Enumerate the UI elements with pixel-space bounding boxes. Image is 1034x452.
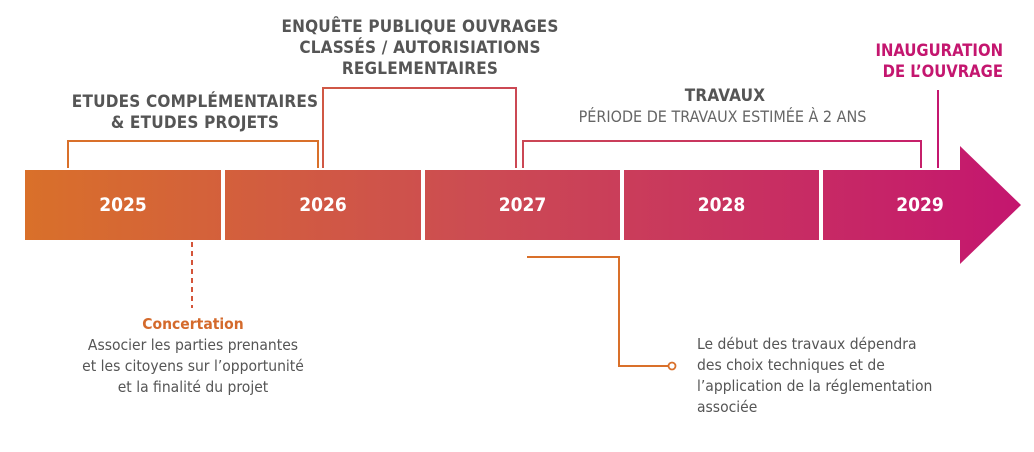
year-label-2026: 2026 xyxy=(299,194,347,216)
concertation-title: Concertation xyxy=(142,315,244,333)
enquete-bracket xyxy=(322,87,517,168)
enquete-label-line3: REGLEMENTAIRES xyxy=(341,59,499,79)
travaux-title: TRAVAUX xyxy=(684,86,766,106)
etudes-label: ETUDES COMPLÉMENTAIRES & ETUDES PROJETS xyxy=(60,92,330,134)
concertation-line3: et la finalité du projet xyxy=(117,378,269,396)
enquete-label: ENQUÊTE PUBLIQUE OUVRAGES CLASSÉS / AUTO… xyxy=(270,17,570,80)
inauguration-label: INAUGURATION DE L’OUVRAGE xyxy=(840,40,1003,82)
travaux-bracket xyxy=(522,140,922,168)
year-label-2029: 2029 xyxy=(896,194,944,216)
debut-travaux-dot xyxy=(667,361,677,371)
concertation-note: Concertation Associer les parties prenan… xyxy=(45,314,341,398)
year-segment-2028 xyxy=(624,170,819,240)
year-segment-2029-arrow xyxy=(823,146,1021,264)
debut-travaux-connector xyxy=(527,256,669,367)
debut-travaux-line3: l’application de la réglementation xyxy=(697,377,933,395)
year-label-2027: 2027 xyxy=(498,194,547,216)
concertation-line1: Associer les parties prenantes xyxy=(87,336,299,354)
debut-travaux-line4: associée xyxy=(697,398,758,416)
travaux-subtitle: PÉRIODE DE TRAVAUX ESTIMÉE À 2 ANS xyxy=(578,107,867,126)
etudes-label-line2: & ETUDES PROJETS xyxy=(110,113,280,133)
enquete-label-line1: ENQUÊTE PUBLIQUE OUVRAGES xyxy=(281,17,559,37)
year-segment-2025 xyxy=(25,170,221,240)
year-segment-2027 xyxy=(425,170,620,240)
debut-travaux-line2: des choix techniques et de xyxy=(697,356,885,374)
inauguration-label-line2: DE L’OUVRAGE xyxy=(882,62,1003,81)
debut-travaux-note: Le début des travaux dépendra des choix … xyxy=(697,334,997,418)
debut-travaux-line1: Le début des travaux dépendra xyxy=(697,335,917,353)
concertation-line2: et les citoyens sur l’opportunité xyxy=(82,357,304,375)
year-label-2028: 2028 xyxy=(697,194,746,216)
year-segment-2026 xyxy=(225,170,421,240)
etudes-label-line1: ETUDES COMPLÉMENTAIRES xyxy=(71,92,319,112)
enquete-label-line2: CLASSÉS / AUTORISIATIONS xyxy=(299,38,541,58)
inauguration-label-line1: INAUGURATION xyxy=(875,41,1003,60)
year-label-2025: 2025 xyxy=(99,194,147,216)
etudes-bracket xyxy=(67,140,319,168)
